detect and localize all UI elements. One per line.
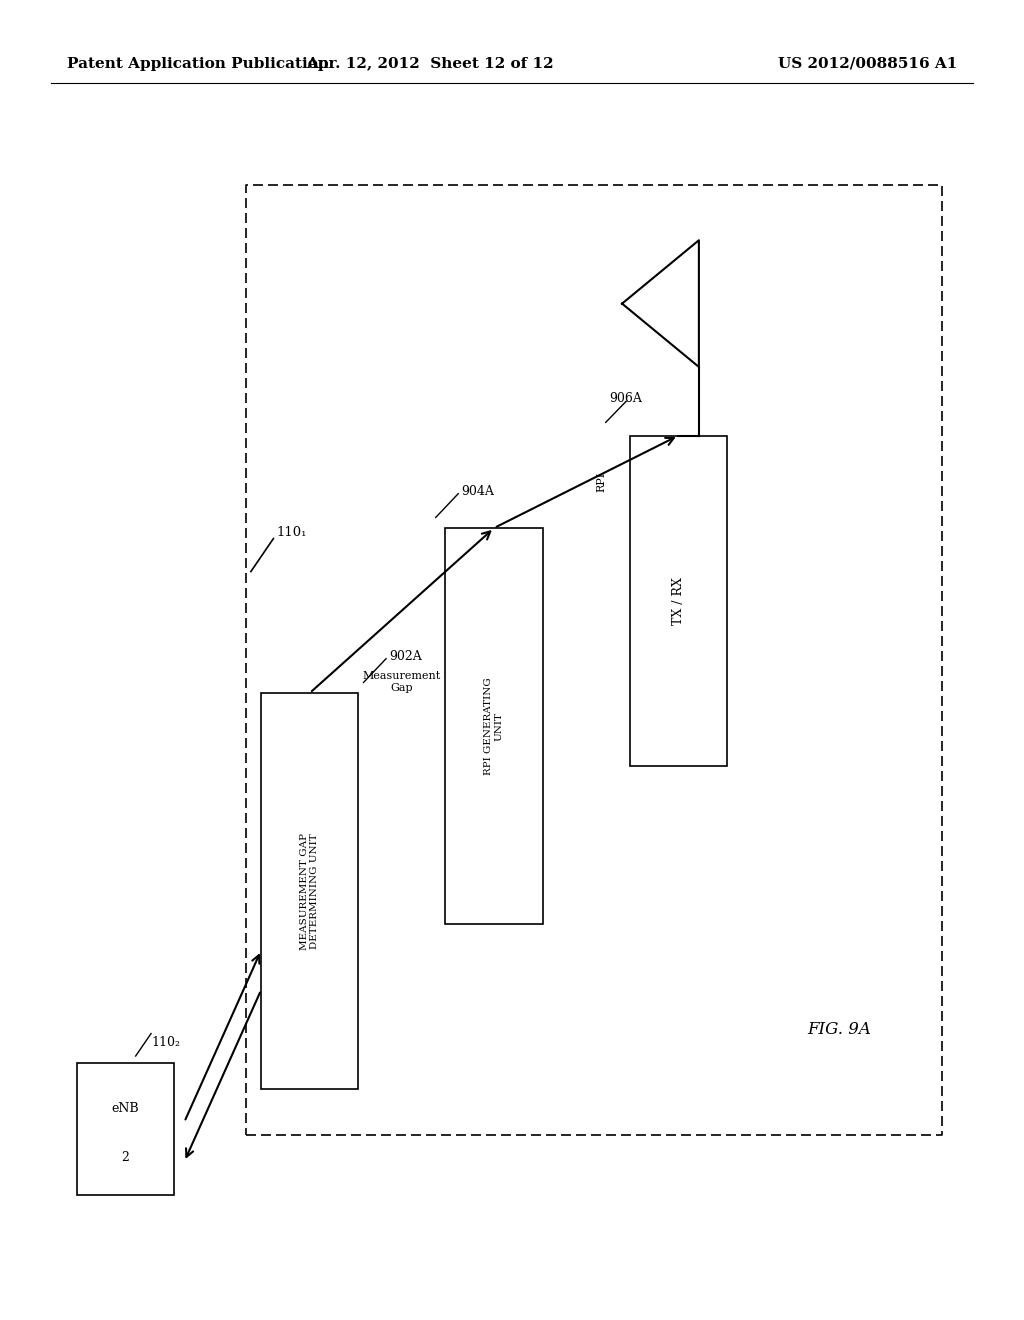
Text: 906A: 906A (608, 392, 642, 405)
Text: FIG. 9A: FIG. 9A (808, 1022, 871, 1038)
Text: Apr. 12, 2012  Sheet 12 of 12: Apr. 12, 2012 Sheet 12 of 12 (306, 57, 554, 71)
Bar (261, 693, 358, 1089)
Text: 110₁: 110₁ (276, 525, 307, 539)
Text: Patent Application Publication: Patent Application Publication (67, 57, 329, 71)
Bar (445, 528, 543, 924)
Text: 902A: 902A (389, 649, 422, 663)
Text: MEASUREMENT GAP
DETERMINING UNIT: MEASUREMENT GAP DETERMINING UNIT (300, 833, 319, 949)
Text: RPI GENERATING
UNIT: RPI GENERATING UNIT (484, 677, 504, 775)
Text: eNB: eNB (112, 1102, 139, 1115)
Text: 110₂: 110₂ (152, 1036, 180, 1049)
Text: US 2012/0088516 A1: US 2012/0088516 A1 (778, 57, 957, 71)
Bar (77, 1063, 174, 1195)
Text: 2: 2 (122, 1151, 129, 1164)
Bar (630, 436, 727, 766)
Text: 904A: 904A (461, 484, 495, 498)
Text: TX / RX: TX / RX (672, 577, 685, 624)
Text: RPI: RPI (596, 471, 606, 492)
Text: Measurement
Gap: Measurement Gap (362, 672, 441, 693)
